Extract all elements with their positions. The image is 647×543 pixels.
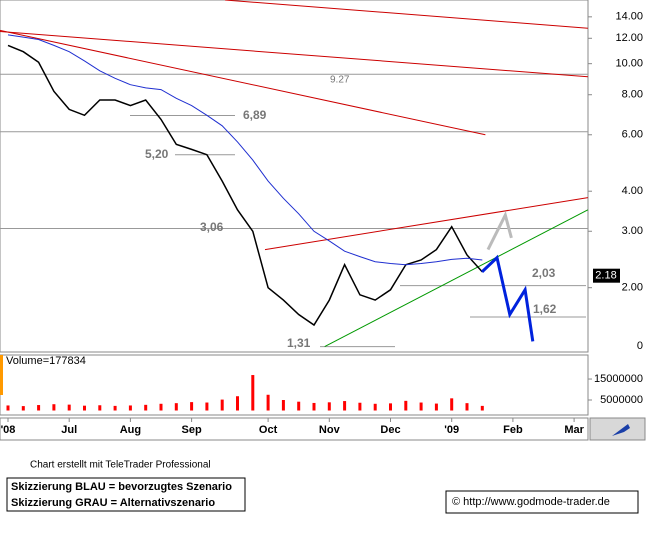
volume-bar bbox=[98, 405, 102, 411]
projection bbox=[480, 254, 535, 342]
x-tick-label: Nov bbox=[319, 424, 341, 436]
level-label: 9.27 bbox=[330, 75, 350, 86]
volume-bar bbox=[67, 404, 71, 411]
volume-bar bbox=[190, 402, 194, 411]
level-label: 1,62 bbox=[533, 302, 557, 316]
level-label: 6,89 bbox=[243, 108, 267, 122]
volume-bar bbox=[419, 402, 423, 411]
scenario-box bbox=[6, 477, 246, 512]
tool-button[interactable] bbox=[589, 417, 646, 441]
x-tick-label: Mar bbox=[564, 424, 584, 436]
volume-bar bbox=[220, 399, 224, 411]
credit: Chart erstellt mit TeleTrader Profession… bbox=[30, 460, 211, 471]
volume-bar bbox=[6, 405, 10, 411]
volume-tick-label: 15000000 bbox=[594, 373, 643, 385]
y-tick-label: 10.00 bbox=[615, 58, 643, 70]
volume-panel bbox=[0, 354, 589, 416]
last-price-box bbox=[593, 268, 620, 283]
trendline bbox=[224, 0, 588, 29]
volume-bar bbox=[389, 403, 392, 411]
y-tick-label: 12.00 bbox=[615, 32, 643, 44]
volume-bar bbox=[266, 394, 270, 411]
volume-bar bbox=[52, 404, 56, 411]
tool-icon bbox=[612, 424, 630, 436]
volume-bar bbox=[297, 401, 301, 411]
volume-bar bbox=[373, 403, 377, 411]
trendline bbox=[264, 197, 588, 251]
x-tick-label: Oct bbox=[259, 424, 278, 436]
source-box bbox=[445, 490, 639, 514]
projection bbox=[486, 210, 513, 251]
volume-bar bbox=[404, 400, 408, 411]
volume-marker bbox=[0, 355, 3, 395]
volume-bar bbox=[113, 405, 117, 411]
volume-bar bbox=[128, 405, 132, 411]
x-tick-label: Aug bbox=[120, 424, 141, 436]
volume-bar bbox=[434, 403, 438, 411]
level-label: 1,31 bbox=[287, 336, 311, 350]
y-tick-label: 14.00 bbox=[615, 11, 643, 23]
volume-bar bbox=[205, 402, 209, 411]
source: © http://www.godmode-trader.de bbox=[452, 496, 610, 508]
trendline bbox=[324, 209, 589, 348]
volume-bar bbox=[37, 405, 41, 411]
x-tick-label: '08 bbox=[1, 424, 16, 436]
volume-bar bbox=[343, 401, 347, 411]
series-line bbox=[7, 44, 483, 327]
level-label: 5,20 bbox=[145, 147, 169, 161]
volume-bar bbox=[236, 396, 239, 411]
volume-tick-label: 5000000 bbox=[600, 394, 643, 406]
y-tick-label: 8.00 bbox=[622, 89, 643, 101]
volume-bar bbox=[312, 402, 316, 411]
volume-bar bbox=[327, 402, 331, 411]
y-tick-label: 3.00 bbox=[622, 225, 643, 237]
x-tick-label: Feb bbox=[503, 424, 523, 436]
y-tick-label: 4.00 bbox=[622, 185, 643, 197]
level-label: 3,06 bbox=[200, 220, 224, 234]
y-floor-label: 0 bbox=[637, 340, 643, 352]
volume-bar bbox=[144, 404, 148, 411]
volume-bar bbox=[465, 403, 469, 411]
x-tick-label: Jul bbox=[61, 424, 77, 436]
last-price-label: 2.18 bbox=[595, 270, 616, 282]
y-tick-label: 6.00 bbox=[622, 129, 643, 141]
volume-bar bbox=[281, 400, 285, 411]
x-tick-label: '09 bbox=[444, 424, 459, 436]
volume-bar bbox=[21, 406, 25, 411]
volume-bar bbox=[174, 403, 178, 411]
x-axis-panel bbox=[0, 417, 589, 441]
volume-bar bbox=[83, 405, 86, 411]
scenario-line: Skizzierung GRAU = Alternativszenario bbox=[11, 497, 215, 509]
x-tick-label: Dec bbox=[380, 424, 400, 436]
trendline bbox=[0, 31, 588, 78]
volume-bar bbox=[480, 405, 484, 411]
x-tick-label: Sep bbox=[182, 424, 202, 436]
trendline bbox=[0, 29, 486, 136]
volume-label: Volume=177834 bbox=[6, 355, 86, 367]
level-label: 2,03 bbox=[532, 266, 556, 280]
price-panel bbox=[0, 0, 589, 353]
scenario-line: Skizzierung BLAU = bevorzugtes Szenario bbox=[11, 481, 232, 493]
y-tick-label: 2.00 bbox=[622, 282, 643, 294]
volume-bar bbox=[251, 375, 255, 411]
volume-bar bbox=[450, 398, 454, 411]
volume-bar bbox=[358, 402, 362, 411]
volume-bar bbox=[159, 403, 163, 411]
series-line bbox=[7, 34, 483, 266]
